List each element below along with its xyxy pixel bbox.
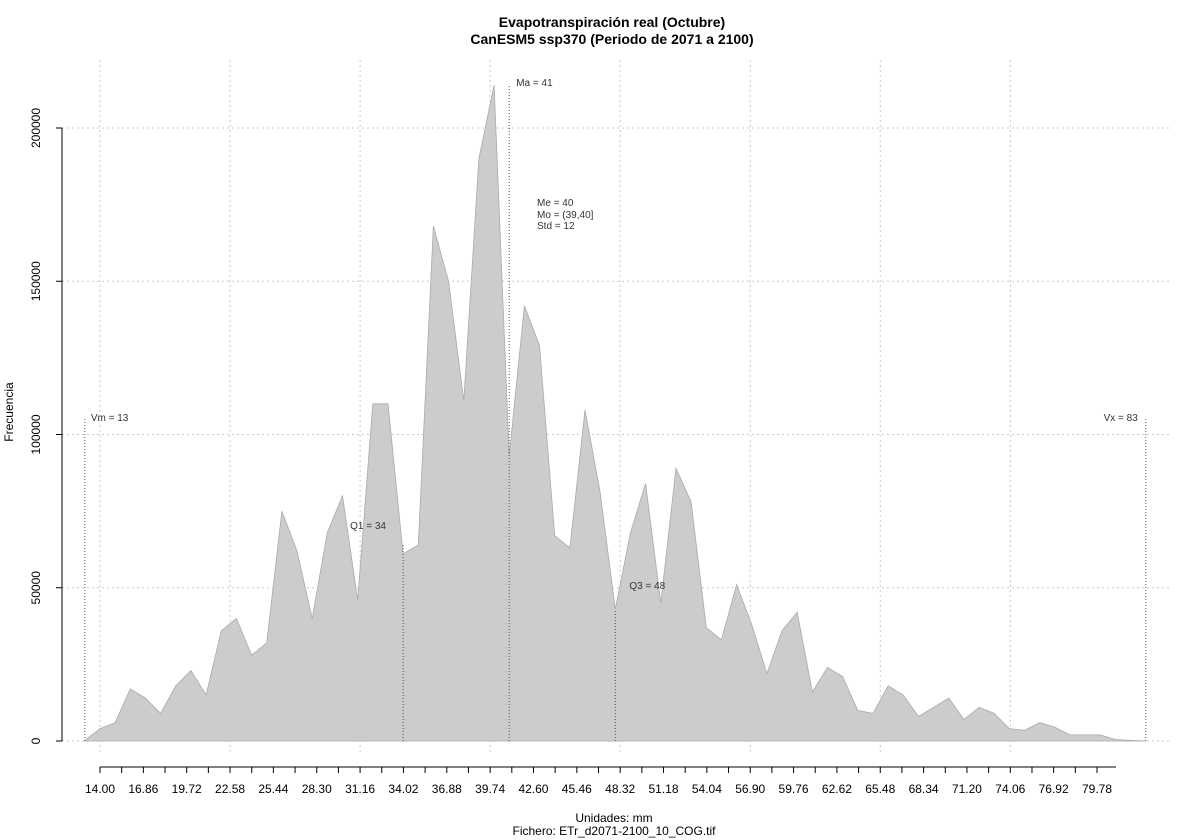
x-tick-label: 59.76 — [779, 782, 809, 796]
stat-markers: Vm = 13 Q1 = 34 Ma = 41 Q3 = 48 Vx = 83 — [84, 78, 1147, 741]
source-file-caption: Fichero: ETr_d2071-2100_10_COG.tif — [513, 824, 717, 838]
stats-mode: Mo = (39,40] — [537, 210, 594, 221]
stats-std: Std = 12 — [537, 221, 575, 232]
x-tick-label: 76.92 — [1039, 782, 1069, 796]
x-tick-label: 68.34 — [909, 782, 939, 796]
stats-median: Me = 40 — [537, 198, 574, 209]
stats-text: Me = 40 Mo = (39,40] Std = 12 — [537, 198, 594, 232]
x-tick-label: 54.04 — [692, 782, 722, 796]
stat-marker-label: Ma = 41 — [516, 78, 553, 89]
x-tick-label: 65.48 — [865, 782, 895, 796]
frequency-area — [84, 85, 1146, 742]
x-tick-label: 31.16 — [345, 782, 375, 796]
y-tick-label: 50000 — [29, 571, 43, 605]
x-tick-label: 56.90 — [735, 782, 765, 796]
y-axis: 0 50000 100000 150000 200000 — [29, 108, 63, 744]
stat-marker-label: Q1 = 34 — [350, 521, 386, 532]
x-tick-label: 71.20 — [952, 782, 982, 796]
x-tick-label: 16.86 — [128, 782, 158, 796]
x-tick-label: 39.74 — [475, 782, 505, 796]
x-axis: 14.00 16.86 19.72 22.58 25.44 28.30 31.16 34.02… — [85, 766, 1116, 796]
y-tick-label: 200000 — [29, 108, 43, 148]
x-tick-label: 79.78 — [1082, 782, 1112, 796]
y-axis-label: Frecuencia — [2, 382, 16, 442]
x-tick-label: 22.58 — [215, 782, 245, 796]
y-tick-label: 100000 — [29, 414, 43, 454]
x-tick-label: 34.02 — [388, 782, 418, 796]
stat-marker-label: Q3 = 48 — [629, 581, 665, 592]
x-tick-label: 28.30 — [302, 782, 332, 796]
x-tick-label: 45.46 — [562, 782, 592, 796]
y-tick-label: 150000 — [29, 261, 43, 301]
x-tick-label: 74.06 — [995, 782, 1025, 796]
y-tick-label: 0 — [29, 737, 43, 744]
stat-marker-label: Vx = 83 — [1104, 413, 1139, 424]
x-tick-label: 25.44 — [258, 782, 288, 796]
x-tick-label: 42.60 — [518, 782, 548, 796]
chart-subtitle: CanESM5 ssp370 (Periodo de 2071 a 2100) — [470, 31, 753, 47]
x-tick-label: 51.18 — [649, 782, 679, 796]
chart-title: Evapotranspiración real (Octubre) — [499, 14, 725, 30]
x-axis-label: Unidades: mm — [575, 811, 652, 825]
x-tick-label: 62.62 — [822, 782, 852, 796]
x-tick-label: 48.32 — [605, 782, 635, 796]
x-tick-label: 19.72 — [172, 782, 202, 796]
stat-marker-label: Vm = 13 — [91, 413, 129, 424]
x-tick-label: 14.00 — [85, 782, 115, 796]
x-tick-label: 36.88 — [432, 782, 462, 796]
